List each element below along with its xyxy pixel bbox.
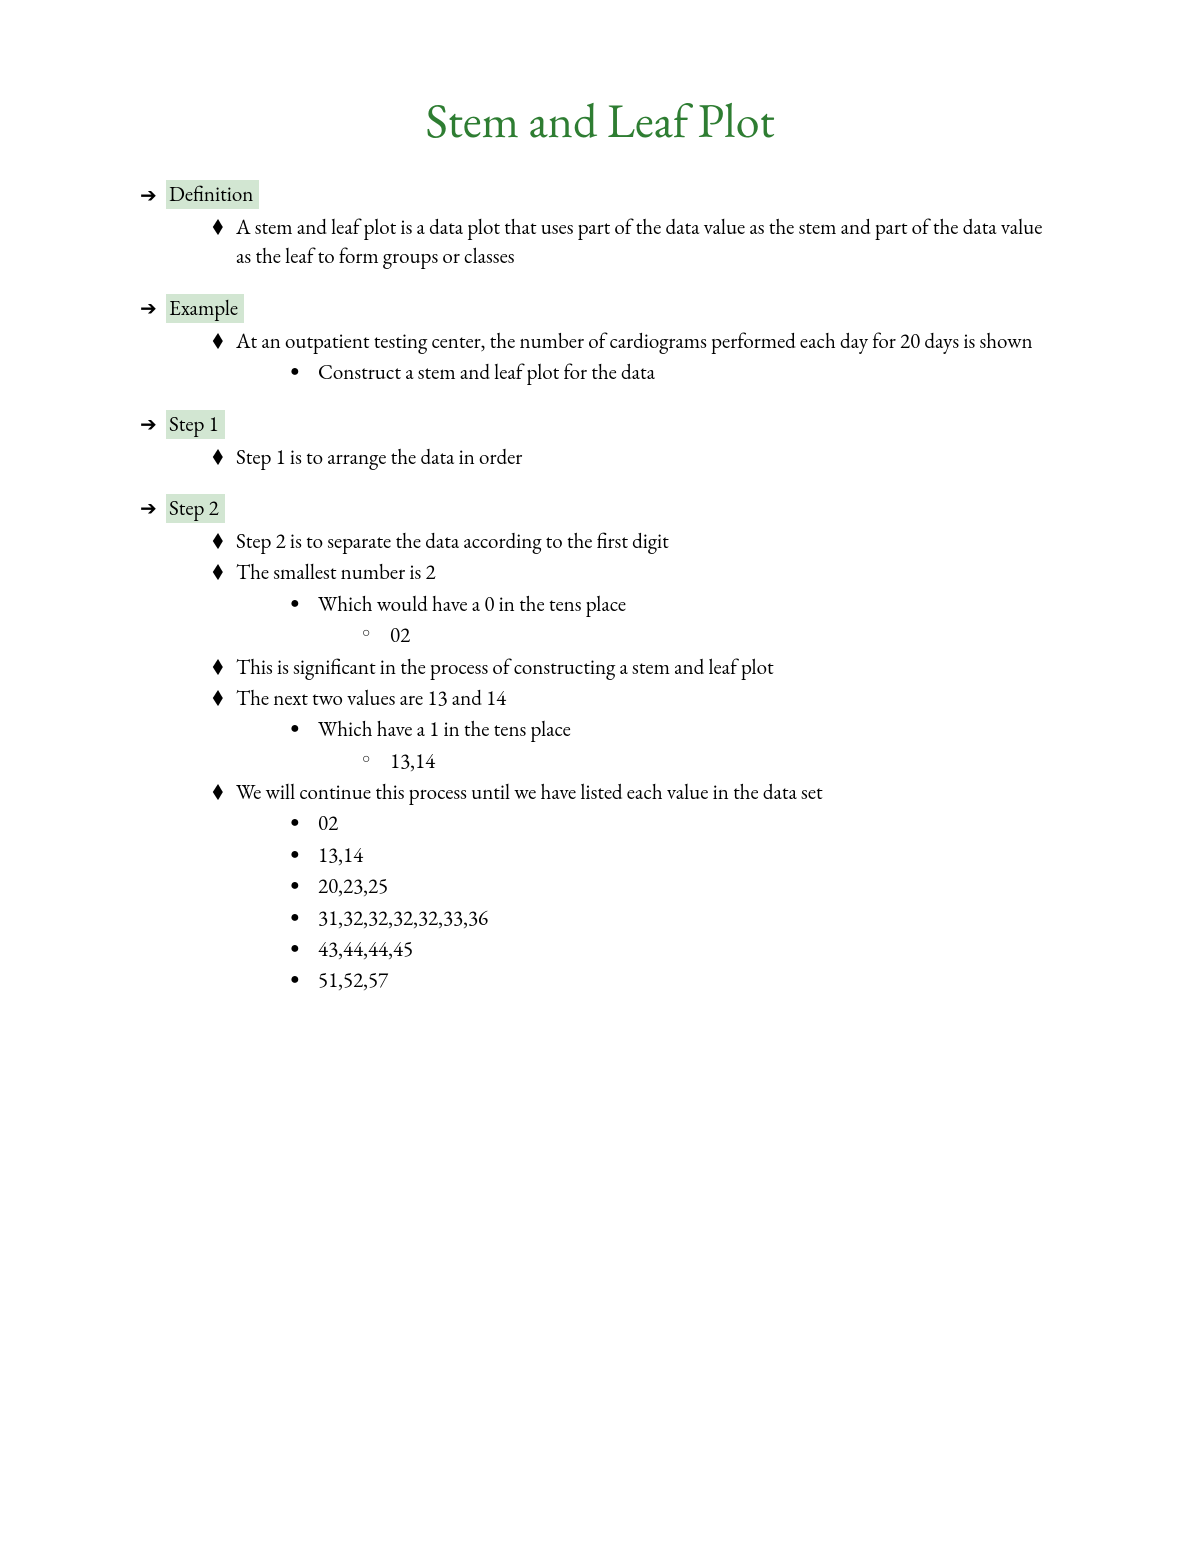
- outline-item-level1: ◆The next two values are 13 and 14: [212, 684, 1060, 713]
- dot-bullet-icon: ●: [290, 358, 318, 384]
- outline-item-level1: ◆We will continue this process until we …: [212, 778, 1060, 807]
- outline-item-level2: ●Construct a stem and leaf plot for the …: [290, 358, 1060, 387]
- arrow-right-icon: ➔: [140, 414, 162, 434]
- section: ➔Definition ◆A stem and leaf plot is a da…: [140, 180, 1060, 272]
- outline-item-text: Which would have a 0 in the tens place: [318, 590, 1060, 619]
- circle-bullet-icon: ○: [362, 621, 390, 646]
- section-label: Definition: [166, 180, 259, 209]
- outline-item-text: Step 1 is to arrange the data in order: [236, 443, 1060, 472]
- diamond-bullet-icon: ◆: [212, 527, 236, 554]
- dot-bullet-icon: ●: [290, 809, 318, 835]
- outline-item-level1: ◆This is significant in the process of c…: [212, 653, 1060, 682]
- outline-item-text: 43,44,44,45: [318, 935, 1060, 964]
- dot-bullet-icon: ●: [290, 872, 318, 898]
- dot-bullet-icon: ●: [290, 841, 318, 867]
- section-header: ➔Definition: [140, 180, 1060, 209]
- section: ➔Step 1 ◆Step 1 is to arrange the data in…: [140, 410, 1060, 472]
- outline-item-level1: ◆Step 2 is to separate the data accordin…: [212, 527, 1060, 556]
- dot-bullet-icon: ●: [290, 715, 318, 741]
- section-label: Step 2: [166, 494, 225, 523]
- diamond-bullet-icon: ◆: [212, 213, 236, 240]
- outline-item-level3: ○02: [362, 621, 1060, 650]
- diamond-bullet-icon: ◆: [212, 653, 236, 680]
- outline-item-text: 13,14: [390, 747, 1060, 776]
- page-title: Stem and Leaf Plot: [140, 90, 1060, 152]
- arrow-right-icon: ➔: [140, 298, 162, 318]
- outline-item-level1: ◆A stem and leaf plot is a data plot tha…: [212, 213, 1060, 272]
- outline-item-text: Which have a 1 in the tens place: [318, 715, 1060, 744]
- dot-bullet-icon: ●: [290, 966, 318, 992]
- content-outline: ➔Definition◆A stem and leaf plot is a da…: [140, 180, 1060, 996]
- outline-item-text: 20,23,25: [318, 872, 1060, 901]
- document-page: Stem and Leaf Plot ➔Definition◆A stem an…: [0, 0, 1200, 1118]
- outline-item-text: We will continue this process until we h…: [236, 778, 1060, 807]
- outline-item-level2: ●51,52,57: [290, 966, 1060, 995]
- outline-item-level3: ○13,14: [362, 747, 1060, 776]
- outline-item-text: The smallest number is 2: [236, 558, 1060, 587]
- diamond-bullet-icon: ◆: [212, 684, 236, 711]
- diamond-bullet-icon: ◆: [212, 443, 236, 470]
- outline-item-text: At an outpatient testing center, the num…: [236, 327, 1060, 356]
- section-label: Example: [166, 294, 244, 323]
- outline-item-text: 31,32,32,32,32,33,36: [318, 904, 1060, 933]
- outline-item-level1: ◆At an outpatient testing center, the nu…: [212, 327, 1060, 356]
- section-header: ➔Step 1: [140, 410, 1060, 439]
- section: ➔Example ◆At an outpatient testing center…: [140, 294, 1060, 388]
- outline-item-level2: ●02: [290, 809, 1060, 838]
- dot-bullet-icon: ●: [290, 904, 318, 930]
- outline-item-level2: ●Which would have a 0 in the tens place: [290, 590, 1060, 619]
- section: ➔Step 2◆Step 2 is to separate the data a…: [140, 494, 1060, 996]
- outline-item-text: 02: [318, 809, 1060, 838]
- outline-item-text: Step 2 is to separate the data according…: [236, 527, 1060, 556]
- outline-item-level2: ●13,14: [290, 841, 1060, 870]
- dot-bullet-icon: ●: [290, 590, 318, 616]
- outline-item-text: The next two values are 13 and 14: [236, 684, 1060, 713]
- outline-item-text: A stem and leaf plot is a data plot that…: [236, 213, 1060, 272]
- outline-item-level2: ●20,23,25: [290, 872, 1060, 901]
- outline-item-text: 51,52,57: [318, 966, 1060, 995]
- dot-bullet-icon: ●: [290, 935, 318, 961]
- outline-item-level1: ◆The smallest number is 2: [212, 558, 1060, 587]
- outline-item-level2: ●Which have a 1 in the tens place: [290, 715, 1060, 744]
- outline-item-text: 02: [390, 621, 1060, 650]
- section-header: ➔Example: [140, 294, 1060, 323]
- outline-item-level2: ●31,32,32,32,32,33,36: [290, 904, 1060, 933]
- diamond-bullet-icon: ◆: [212, 558, 236, 585]
- outline-item-text: Construct a stem and leaf plot for the d…: [318, 358, 1060, 387]
- outline-item-level2: ●43,44,44,45: [290, 935, 1060, 964]
- arrow-right-icon: ➔: [140, 185, 162, 205]
- diamond-bullet-icon: ◆: [212, 327, 236, 354]
- outline-item-text: This is significant in the process of co…: [236, 653, 1060, 682]
- diamond-bullet-icon: ◆: [212, 778, 236, 805]
- section-label: Step 1: [166, 410, 225, 439]
- outline-item-text: 13,14: [318, 841, 1060, 870]
- circle-bullet-icon: ○: [362, 747, 390, 772]
- outline-item-level1: ◆Step 1 is to arrange the data in order: [212, 443, 1060, 472]
- section-header: ➔Step 2: [140, 494, 1060, 523]
- arrow-right-icon: ➔: [140, 498, 162, 518]
